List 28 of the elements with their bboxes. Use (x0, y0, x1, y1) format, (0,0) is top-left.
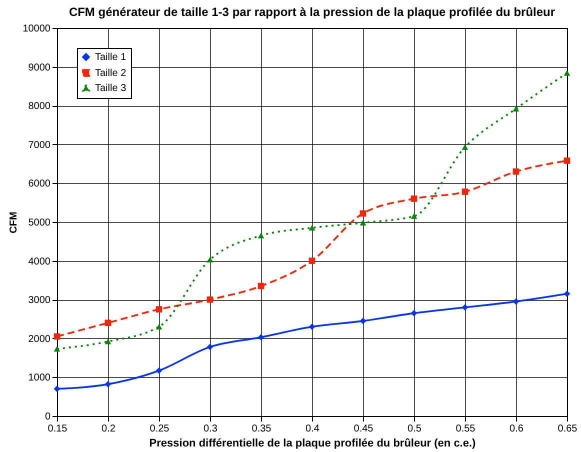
x-tick-label: 0.25 (150, 424, 170, 434)
x-tick-label: 0.4 (306, 424, 320, 434)
x-tick-label: 0.2 (102, 424, 116, 434)
legend-label: Taille 3 (95, 83, 127, 94)
x-tick-label: 0.6 (510, 424, 524, 434)
legend-label: Taille 2 (95, 68, 127, 79)
y-tick-label: 2000 (28, 334, 51, 345)
y-tick-label: 1000 (28, 372, 51, 384)
y-tick-label: 4000 (28, 256, 51, 268)
y-tick-label: 0 (44, 412, 51, 422)
y-tick-label: 5000 (28, 218, 51, 228)
x-tick-label: 0.3 (204, 424, 218, 434)
legend-label: Taille 1 (95, 52, 127, 63)
x-axis-title: Pression différentielle de la plaque profilée du brûleur (en c.e.) (149, 438, 476, 450)
y-tick-label: 10000 (22, 24, 51, 34)
x-tick-label: 0.45 (354, 424, 374, 434)
x-tick-label: 0.15 (48, 424, 68, 434)
x-tick-label: 0.65 (558, 424, 578, 434)
y-tick-label: 6000 (28, 178, 51, 190)
x-tick-label: 0.35 (252, 424, 272, 434)
y-axis-title: CFM (8, 212, 20, 234)
y-tick-label: 8000 (28, 101, 51, 112)
x-tick-label: 0.55 (456, 424, 476, 434)
chart-title: CFM générateur de taille 1-3 par rapport à la pression de la plaque profilée du brûleur (68, 5, 556, 19)
y-tick-label: 3000 (28, 295, 51, 306)
x-tick-label: 0.5 (408, 424, 422, 434)
y-tick-label: 7000 (28, 140, 51, 151)
y-tick-label: 9000 (28, 62, 51, 74)
